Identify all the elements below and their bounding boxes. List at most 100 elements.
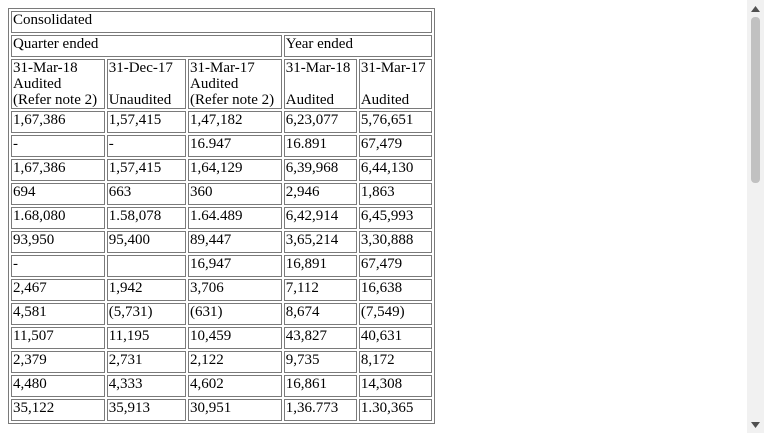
column-header-4: 31-Mar-18 Audited (283, 59, 357, 109)
table-row: 2,379 2,731 2,122 9,735 8,172 (11, 351, 432, 373)
table-row: - 16,947 16,891 67,479 (11, 255, 432, 277)
column-date: 31-Mar-18 (13, 60, 78, 76)
column-status: Audited (190, 76, 239, 92)
table-row: 93,950 95,400 89,447 3,65,214 3,30,888 (11, 231, 432, 253)
table-cell: 1.58,078 (106, 207, 187, 229)
column-header-row: 31-Mar-18 Audited (Refer note 2) 31-Dec-17 U… (11, 59, 432, 109)
table-cell: 6,39,968 (283, 159, 357, 181)
scroll-down-button[interactable] (747, 416, 764, 433)
table-cell: 1,57,415 (106, 111, 187, 133)
table-cell: 10,459 (188, 327, 282, 349)
table-cell: 6,42,914 (283, 207, 357, 229)
table-cell: (7,549) (358, 303, 432, 325)
triangle-up-icon (751, 5, 760, 12)
column-header-5: 31-Mar-17 Audited (358, 59, 432, 109)
table-cell: 694 (11, 183, 105, 205)
column-note: Audited (285, 92, 335, 108)
table-cell: 1,36.773 (283, 399, 357, 421)
scroll-thumb[interactable] (751, 17, 760, 183)
table-cell: 4,480 (11, 375, 105, 397)
table-row: 694 663 360 2,946 1,863 (11, 183, 432, 205)
table-row: 4,581 (5,731) (631) 8,674 (7,549) (11, 303, 432, 325)
table-cell: 8,172 (358, 351, 432, 373)
table-cell: 6,23,077 (283, 111, 357, 133)
table-row: 4,480 4,333 4,602 16,861 14,308 (11, 375, 432, 397)
table-cell: 16,891 (283, 255, 357, 277)
table-cell: 663 (106, 183, 187, 205)
column-note: Unaudited (108, 92, 172, 108)
table-cell: - (11, 135, 105, 157)
column-header-3: 31-Mar-17 Audited (Refer note 2) (188, 59, 282, 109)
table-row: 1,67,386 1,57,415 1,64,129 6,39,968 6,44,130 (11, 159, 432, 181)
table-cell: 67,479 (358, 255, 432, 277)
table-cell: 4,602 (188, 375, 282, 397)
table-cell: 5,76,651 (358, 111, 432, 133)
table-cell: 35,122 (11, 399, 105, 421)
group-header-row: Quarter ended Year ended (11, 35, 432, 57)
column-note: Audited (360, 92, 410, 108)
table-cell: 6,45,993 (358, 207, 432, 229)
table-cell: 93,950 (11, 231, 105, 253)
table-cell: (5,731) (106, 303, 187, 325)
table-cell: 1.64.489 (188, 207, 282, 229)
scroll-up-button[interactable] (747, 0, 764, 17)
table-cell: 1,64,129 (188, 159, 282, 181)
column-date: 31-Mar-17 (190, 60, 255, 76)
table-cell: 9,735 (283, 351, 357, 373)
table-cell: 3,30,888 (358, 231, 432, 253)
table-cell: 8,674 (283, 303, 357, 325)
table-cell: 4,333 (106, 375, 187, 397)
table-cell: 6,44,130 (358, 159, 432, 181)
table-cell: 11,507 (11, 327, 105, 349)
column-header-2: 31-Dec-17 Unaudited (106, 59, 187, 109)
table-row: 1.68,080 1.58,078 1.64.489 6,42,914 6,45,993 (11, 207, 432, 229)
vertical-scrollbar[interactable] (747, 0, 764, 433)
table-cell: 30,951 (188, 399, 282, 421)
column-note: (Refer note 2) (13, 92, 98, 108)
table-cell: 2,379 (11, 351, 105, 373)
table-cell: - (11, 255, 105, 277)
table-cell: 2,731 (106, 351, 187, 373)
title-row: Consolidated (11, 11, 432, 33)
table-cell: 16.891 (283, 135, 357, 157)
table-cell: 4,581 (11, 303, 105, 325)
table-row: 11,507 11,195 10,459 43,827 40,631 (11, 327, 432, 349)
table-cell: (631) (188, 303, 282, 325)
column-date: 31-Mar-17 (360, 60, 426, 76)
table-cell: 1,942 (106, 279, 187, 301)
table-cell: 1.68,080 (11, 207, 105, 229)
table-cell: 1,863 (358, 183, 432, 205)
table-row: 35,122 35,913 30,951 1,36.773 1.30,365 (11, 399, 432, 421)
table-cell: 67,479 (358, 135, 432, 157)
column-note: (Refer note 2) (190, 92, 275, 108)
table-cell: 43,827 (283, 327, 357, 349)
table-cell: 1,67,386 (11, 111, 105, 133)
table-cell: 35,913 (106, 399, 187, 421)
triangle-down-icon (751, 421, 760, 428)
table-cell: 16,638 (358, 279, 432, 301)
table-title: Consolidated (11, 11, 432, 33)
column-header-1: 31-Mar-18 Audited (Refer note 2) (11, 59, 105, 109)
table-cell: 7,112 (283, 279, 357, 301)
table-cell: 2,946 (283, 183, 357, 205)
table-cell: 16,861 (283, 375, 357, 397)
financial-results-table: Consolidated Quarter ended Year ended 31… (8, 8, 435, 424)
group-header-year: Year ended (283, 35, 432, 57)
table-cell: 16,947 (188, 255, 282, 277)
table-cell: 1,67,386 (11, 159, 105, 181)
table-cell: 1.30,365 (358, 399, 432, 421)
table-cell: 11,195 (106, 327, 187, 349)
table-cell: 2,467 (11, 279, 105, 301)
table-cell: 14,308 (358, 375, 432, 397)
column-date: 31-Dec-17 (108, 60, 173, 76)
table-cell: 95,400 (106, 231, 187, 253)
table-cell: 1,57,415 (106, 159, 187, 181)
column-date: 31-Mar-18 (285, 60, 351, 76)
table-cell (106, 255, 187, 277)
table-cell: 1,47,182 (188, 111, 282, 133)
table-cell: 3,706 (188, 279, 282, 301)
table-container: Consolidated Quarter ended Year ended 31… (8, 8, 435, 424)
table-row: 1,67,386 1,57,415 1,47,182 6,23,077 5,76,651 (11, 111, 432, 133)
table-cell: - (106, 135, 187, 157)
